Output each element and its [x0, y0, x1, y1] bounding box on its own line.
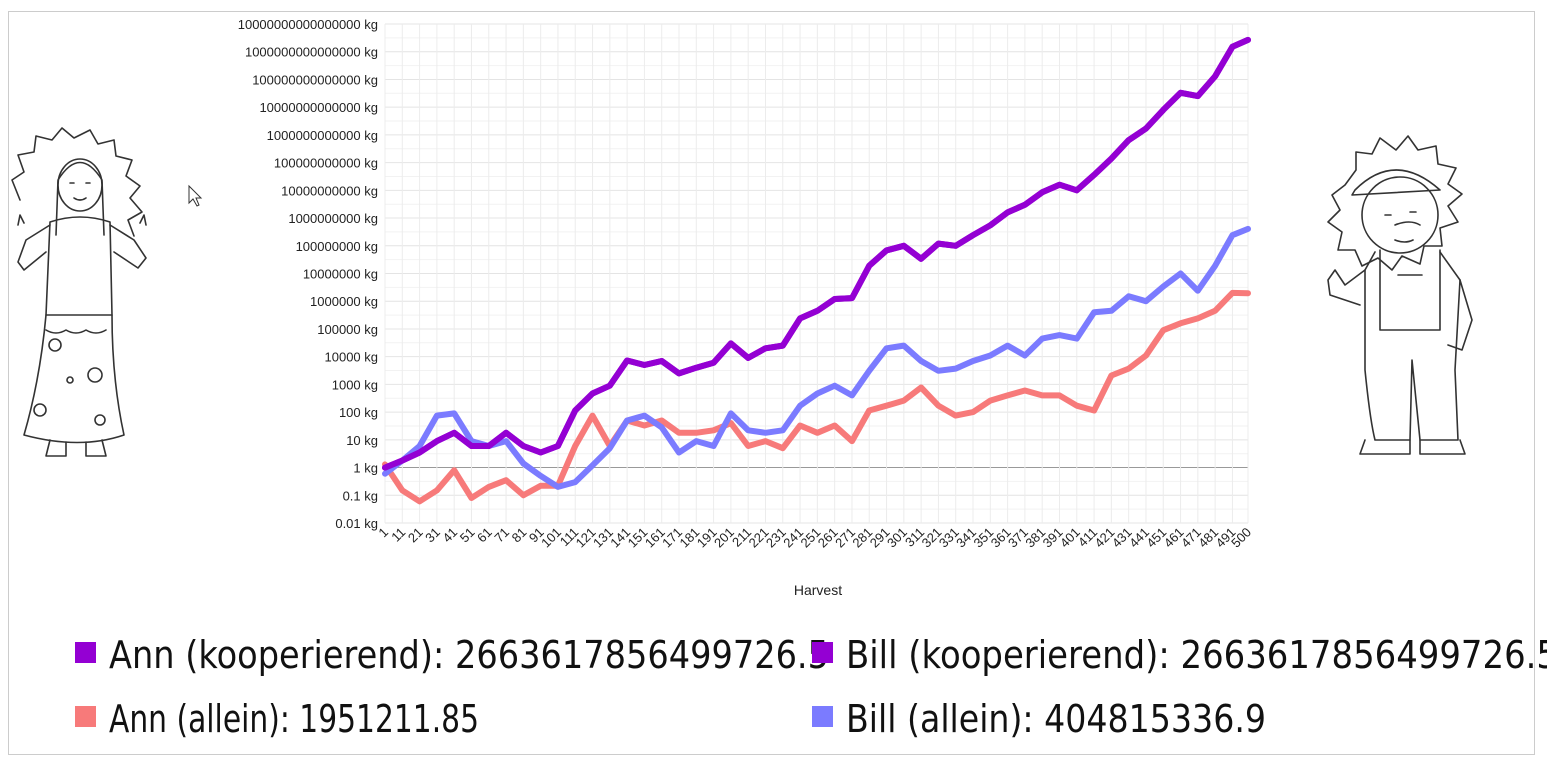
y-tick-label: 100000000 kg — [296, 239, 378, 254]
y-tick-label: 10000000 kg — [303, 267, 378, 282]
y-tick-label: 100 kg — [339, 405, 378, 420]
y-tick-label: 10 kg — [346, 433, 378, 448]
y-tick-label: 1000000000 kg — [288, 211, 378, 226]
y-tick-label: 1 kg — [353, 461, 378, 476]
y-tick-label: 10000 kg — [325, 350, 379, 365]
series-line — [382, 36, 1251, 471]
y-tick-label: 10000000000000000 kg — [238, 17, 378, 32]
legend-label: Bill (allein): 404815336.9 — [846, 697, 1266, 741]
mouse-cursor — [188, 184, 203, 207]
y-tick-label: 10000000000000 kg — [259, 100, 378, 115]
legend-label: Ann (kooperierend): 2663617856499726.5 — [109, 633, 829, 677]
y-tick-label: 1000000 kg — [310, 294, 378, 309]
ann-illustration — [11, 127, 147, 457]
legend-swatch — [75, 706, 96, 727]
y-tick-label: 1000000000000 kg — [267, 128, 378, 143]
series-line — [382, 225, 1251, 490]
legend-swatch — [812, 706, 833, 727]
series-line — [382, 289, 1251, 505]
y-tick-label: 1000000000000000 kg — [245, 45, 378, 60]
legend-swatch — [812, 642, 833, 663]
legend-label: Ann (allein): 1951211.85 — [109, 697, 479, 741]
y-tick-label: 0.01 kg — [335, 516, 378, 531]
y-tick-label: 10000000000 kg — [281, 183, 378, 198]
y-tick-label: 100000 kg — [317, 322, 378, 337]
x-axis-label: Harvest — [794, 582, 842, 598]
legend-label: Bill (kooperierend): 2663617856499726.5 — [846, 633, 1547, 677]
y-tick-label: 100000000000000 kg — [252, 72, 378, 87]
y-tick-label: 1000 kg — [332, 377, 378, 392]
legend-swatch — [75, 642, 96, 663]
y-tick-label: 0.1 kg — [343, 488, 378, 503]
y-tick-label: 100000000000 kg — [274, 156, 378, 171]
bill-illustration — [1327, 135, 1473, 455]
